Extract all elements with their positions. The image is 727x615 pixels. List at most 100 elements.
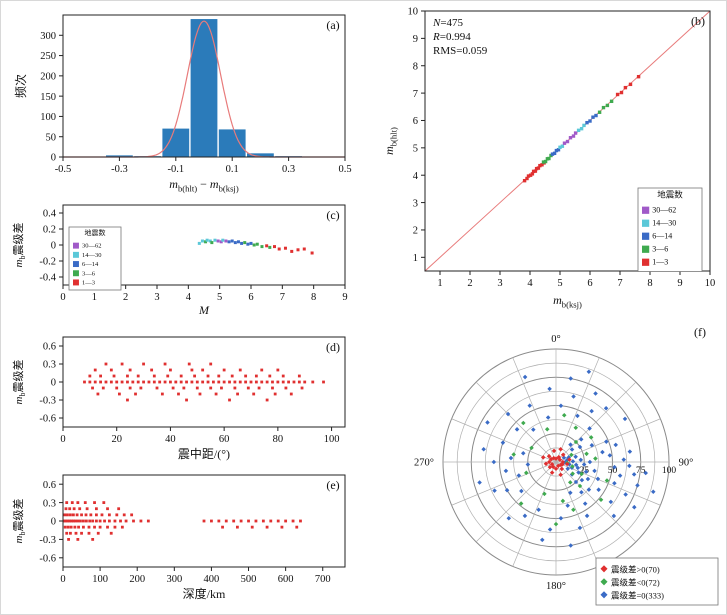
svg-text:0.3: 0.3: [43, 360, 56, 371]
svg-text:-0.6: -0.6: [39, 553, 56, 564]
svg-text:250: 250: [40, 51, 56, 62]
svg-text:150: 150: [40, 92, 56, 103]
svg-text:25: 25: [580, 466, 590, 476]
svg-text:0°: 0°: [551, 334, 560, 345]
svg-text:400: 400: [204, 574, 220, 585]
svg-text:3: 3: [497, 278, 502, 289]
svg-text:4: 4: [186, 292, 192, 303]
svg-text:0.1: 0.1: [226, 164, 239, 175]
svg-text:300: 300: [166, 574, 182, 585]
svg-text:9: 9: [413, 34, 418, 45]
svg-text:-0.2: -0.2: [39, 257, 56, 268]
svg-text:9: 9: [342, 292, 347, 303]
svg-text:6: 6: [587, 278, 592, 289]
svg-text:-0.6: -0.6: [39, 414, 56, 425]
svg-text:-0.3: -0.3: [111, 164, 128, 175]
svg-text:30—62: 30—62: [82, 243, 102, 250]
svg-text:-0.3: -0.3: [39, 396, 56, 407]
chart-canvas-e: 0 100 200 300 400 500 600 700 -0.6 -0.3 0 0.3 0.6 深度/…: [11, 474, 346, 601]
svg-text:4: 4: [413, 171, 419, 182]
svg-text:0: 0: [51, 241, 56, 252]
svg-text:0: 0: [51, 517, 56, 528]
svg-text:6—14: 6—14: [652, 232, 672, 241]
svg-text:mb震级差: mb震级差: [11, 360, 27, 405]
svg-text:500: 500: [241, 574, 257, 585]
svg-text:mb(hlt) − mb(ksj): mb(hlt) − mb(ksj): [169, 177, 239, 193]
svg-text:R=0.994: R=0.994: [432, 31, 471, 43]
chart-canvas-d: 0 20 40 60 80 100 -0.6 -0.3 0 0.3 0.6 震中距/(°) mb震级差 (…: [11, 336, 346, 461]
svg-text:14—30: 14—30: [82, 252, 102, 259]
svg-text:3—6: 3—6: [652, 245, 668, 254]
svg-text:0: 0: [51, 378, 56, 389]
svg-text:9: 9: [677, 278, 682, 289]
panel-b-identity-scatter: 1 2 3 4 5 6 7 8 9 10 1 2 3 4 5 6 7 8 9 10 N=475 R=0.994 RMS=0.…: [379, 3, 726, 313]
panel-c-magnitude-diff-vs-m: 0 1 2 3 4 5 6 7 8 9 -0.4 -0.2 0 0.2 0.4 地震数 30—62 14—30 6—…: [9, 199, 361, 317]
svg-text:14—30: 14—30: [652, 219, 676, 228]
svg-text:5: 5: [557, 278, 562, 289]
svg-text:频次: 频次: [14, 74, 28, 98]
panel-d-magnitude-diff-vs-distance: 0 20 40 60 80 100 -0.6 -0.3 0 0.3 0.6 震中距/(°) mb震级差 (…: [9, 329, 361, 465]
svg-text:(c): (c): [326, 208, 339, 222]
svg-text:1—3: 1—3: [652, 258, 668, 267]
svg-text:3—6: 3—6: [82, 270, 96, 277]
svg-text:6: 6: [248, 292, 253, 303]
svg-text:-0.1: -0.1: [167, 164, 184, 175]
svg-text:M: M: [198, 303, 210, 317]
svg-text:深度/km: 深度/km: [183, 586, 226, 601]
svg-text:-0.4: -0.4: [39, 273, 56, 284]
svg-text:100: 100: [40, 112, 56, 123]
svg-text:7: 7: [617, 278, 622, 289]
svg-text:50: 50: [46, 132, 57, 143]
svg-text:0: 0: [60, 292, 65, 303]
svg-text:8: 8: [647, 278, 652, 289]
svg-text:mb(hlt): mb(hlt): [382, 127, 398, 155]
svg-text:180°: 180°: [546, 581, 566, 592]
svg-text:5: 5: [217, 292, 222, 303]
svg-text:7: 7: [413, 89, 418, 100]
panel-f-polar-azimuth: 0° 90° 180° 270° 25 50 75 100 震级差>0(70) 震级差<0(72)…: [379, 316, 726, 614]
svg-text:地震数: 地震数: [85, 228, 106, 237]
svg-text:震级差>0(70): 震级差>0(70): [611, 564, 660, 574]
svg-text:(e): (e): [326, 478, 339, 492]
svg-text:0.6: 0.6: [43, 480, 56, 491]
svg-text:270°: 270°: [414, 458, 434, 469]
svg-text:0.3: 0.3: [282, 164, 295, 175]
svg-text:10: 10: [408, 7, 419, 18]
svg-text:4: 4: [527, 278, 533, 289]
svg-text:90°: 90°: [679, 458, 694, 469]
svg-text:100: 100: [324, 434, 340, 445]
svg-text:1: 1: [92, 292, 97, 303]
svg-text:50: 50: [608, 466, 618, 476]
svg-text:0.6: 0.6: [43, 342, 56, 353]
svg-text:3: 3: [413, 198, 418, 209]
svg-text:2: 2: [413, 226, 418, 237]
svg-text:700: 700: [315, 574, 331, 585]
svg-text:(b): (b): [691, 14, 705, 28]
svg-text:1: 1: [437, 278, 442, 289]
chart-canvas-f: 0° 90° 180° 270° 25 50 75 100 震级差>0(70) 震级差<0(72)…: [414, 325, 719, 606]
svg-text:1: 1: [413, 253, 418, 264]
svg-text:0: 0: [51, 153, 56, 164]
svg-text:0: 0: [60, 434, 65, 445]
svg-text:20: 20: [111, 434, 122, 445]
svg-text:-0.5: -0.5: [55, 164, 72, 175]
svg-text:80: 80: [273, 434, 284, 445]
svg-text:300: 300: [40, 31, 56, 42]
svg-text:mb(ksj): mb(ksj): [553, 293, 582, 309]
svg-text:1—3: 1—3: [82, 279, 95, 286]
svg-text:地震数: 地震数: [657, 190, 683, 200]
svg-text:200: 200: [129, 574, 145, 585]
svg-text:震中距/(°): 震中距/(°): [178, 446, 230, 461]
svg-text:(f): (f): [694, 325, 706, 339]
svg-text:6: 6: [413, 116, 418, 127]
chart-canvas-a: -0.5 -0.3 -0.1 0.1 0.3 0.5 0 50 100 150 200 250 300 频…: [14, 14, 352, 193]
svg-text:震级差<0(72): 震级差<0(72): [611, 577, 660, 587]
svg-text:3: 3: [154, 292, 159, 303]
chart-canvas-c: 0 1 2 3 4 5 6 7 8 9 -0.4 -0.2 0 0.2 0.4 地震数 30—62 14—30 6—…: [11, 204, 348, 317]
svg-text:震级差=0(333): 震级差=0(333): [611, 590, 664, 600]
svg-text:8: 8: [413, 61, 418, 72]
svg-text:200: 200: [40, 72, 56, 83]
svg-text:mb震级差: mb震级差: [11, 499, 27, 544]
svg-text:5: 5: [413, 144, 418, 155]
